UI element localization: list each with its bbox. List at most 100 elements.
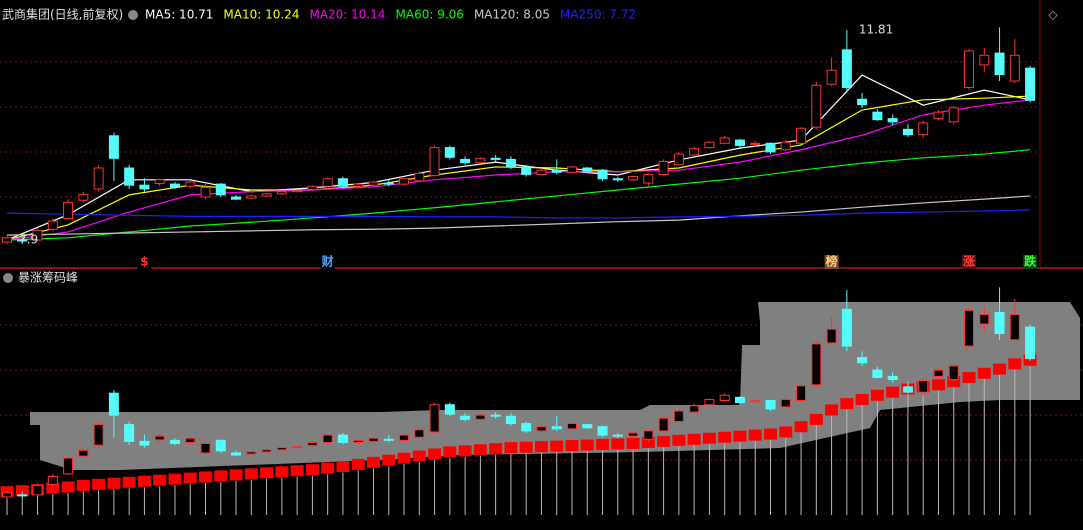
candle-body (475, 414, 486, 420)
chip-peak (718, 431, 732, 443)
candle-body (505, 415, 516, 425)
chip-peak (351, 458, 365, 470)
candle-body (307, 441, 318, 447)
event-badge (824, 255, 839, 269)
chip-peak (46, 482, 60, 494)
candle-body (261, 449, 272, 453)
candle-body (536, 426, 547, 432)
candle-body (902, 386, 913, 393)
candle-body (796, 385, 807, 402)
candle-body (124, 167, 135, 186)
candle-body (215, 183, 226, 196)
candle-body (673, 410, 684, 422)
candle-body (399, 434, 410, 441)
chip-peak (764, 428, 777, 440)
candle-body (460, 415, 471, 420)
candle-body (964, 50, 975, 88)
legend-bg (0, 4, 600, 26)
chip-peak (214, 470, 228, 482)
candle-body (612, 178, 623, 181)
candle-body (811, 343, 822, 386)
candle-body (780, 141, 791, 151)
candle-body (185, 181, 196, 187)
candle-body (337, 178, 348, 187)
candle-body (47, 220, 58, 230)
candle-body (139, 440, 150, 446)
candle-body (231, 196, 242, 200)
event-label: 跌 (1024, 254, 1037, 269)
event-badge (137, 255, 152, 269)
candle-body (734, 396, 745, 404)
candle-body (673, 153, 684, 166)
chip-peak (702, 432, 716, 444)
candle-body (979, 54, 990, 66)
candle-body (887, 118, 898, 123)
chip-peak (61, 481, 75, 493)
event-label: 财 (321, 254, 334, 269)
chip-peak (993, 363, 1007, 375)
event-label: 榜 (826, 254, 838, 269)
panel-title: 暴涨筹码峰 (18, 270, 78, 285)
event-badge (962, 255, 977, 269)
candle-body (429, 404, 440, 433)
candle-body (169, 439, 180, 444)
candle-body (704, 398, 715, 406)
candle-body (643, 173, 654, 184)
legend-entry: MA5: 10.71 (145, 8, 213, 22)
candle-body (429, 147, 440, 177)
candle-body (826, 69, 837, 85)
candle-body (322, 434, 333, 443)
chip-peak (290, 465, 304, 477)
chip-peak (550, 440, 564, 452)
candle-body (765, 142, 776, 153)
candle-body (63, 457, 74, 475)
candle-body (276, 447, 287, 451)
chip-peak (687, 433, 701, 445)
legend-entry: MA250: 7.72 (560, 8, 636, 22)
candle-body (17, 239, 28, 242)
candle-body (597, 169, 608, 180)
candle-body (704, 141, 715, 149)
candle-body (185, 437, 196, 443)
candle-body (490, 157, 501, 160)
legend-entry: MA60: 9.06 (396, 8, 464, 22)
candle-body (750, 142, 761, 145)
candle-body (292, 190, 303, 193)
chip-peak (809, 413, 823, 425)
chip-peak (473, 444, 487, 456)
chip-peak (412, 450, 426, 462)
chip-peak (489, 443, 503, 455)
chip-peak (15, 485, 29, 497)
chip-peak (580, 439, 594, 451)
candle-body (307, 185, 318, 190)
legend: MA5: 10.71 MA10: 10.24 MA20: 10.14 MA60: 9.… (145, 8, 636, 22)
candle-body (521, 423, 532, 432)
marks: 11.81 7.9 $ 财 榜 涨 跌 (0, 23, 1038, 515)
candle-body (933, 111, 944, 120)
candle-body (368, 181, 379, 186)
candle-body (566, 166, 577, 173)
chart-title: 武商集团(日线,前复权) (2, 7, 123, 22)
candle-body (444, 404, 455, 415)
candle-body (17, 494, 28, 497)
dropdown-icon[interactable] (3, 273, 13, 283)
dropdown-icon[interactable] (128, 10, 138, 20)
chip-peak (305, 464, 319, 476)
candle-body (689, 148, 700, 156)
candle-body (994, 52, 1005, 76)
event-label: $ (140, 255, 148, 269)
chip-peak (336, 461, 350, 473)
candle-body (826, 328, 837, 344)
candle-body (734, 139, 745, 146)
chip-peak (366, 456, 380, 468)
chip-peak (672, 434, 686, 446)
candle-body (948, 107, 959, 123)
candle-body (658, 161, 669, 175)
chip-peak (657, 435, 671, 447)
candle-body (628, 432, 639, 437)
settings-icon[interactable]: ◇ (1048, 8, 1058, 22)
chip-peak (534, 441, 548, 453)
candle-body (292, 446, 303, 449)
candle-body (918, 122, 929, 136)
candle-body (78, 193, 89, 201)
